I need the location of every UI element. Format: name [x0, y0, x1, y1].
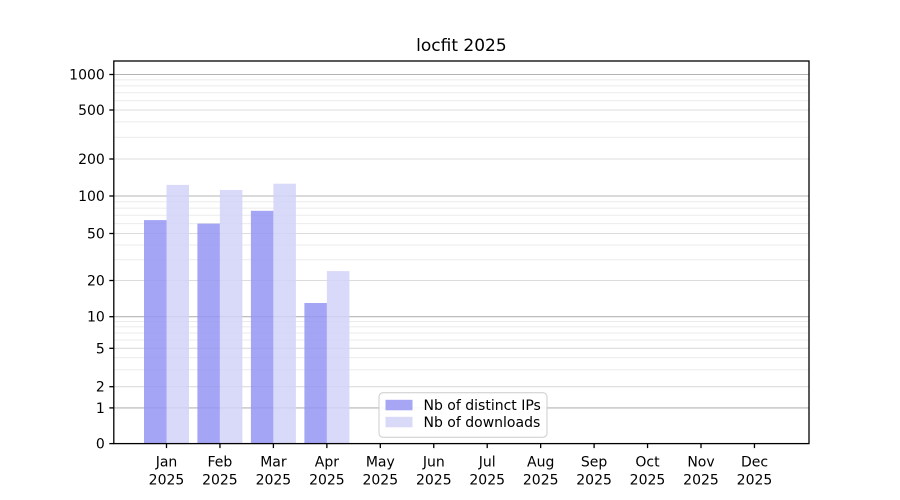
y-tick-label: 10 — [87, 310, 105, 326]
bar-distinct-ips-apr — [304, 303, 327, 444]
x-tick-label-year: 2025 — [149, 473, 185, 489]
legend-box — [378, 392, 548, 438]
bar-downloads-mar — [273, 183, 296, 444]
x-tick-label-month: Dec — [741, 455, 768, 471]
bar-downloads-feb — [219, 190, 243, 444]
x-tick-label-month: Jul — [478, 455, 496, 471]
x-tick-label-year: 2025 — [469, 473, 505, 489]
y-tick-label: 100 — [78, 189, 105, 205]
x-tick-label-month: May — [366, 455, 395, 471]
x-tick-label-year: 2025 — [576, 473, 612, 489]
y-tick-label: 200 — [78, 152, 105, 168]
x-tick-label-year: 2025 — [202, 473, 238, 489]
x-tick-label-year: 2025 — [630, 473, 666, 489]
y-tick-label: 2 — [96, 380, 105, 396]
x-tick-label-month: Nov — [687, 455, 714, 471]
x-tick-label-month: Feb — [208, 455, 233, 471]
legend-label-downloads: Nb of downloads — [424, 415, 541, 431]
x-tick-label-year: 2025 — [737, 473, 773, 489]
bar-downloads-jan — [166, 184, 189, 444]
x-tick-label-year: 2025 — [256, 473, 292, 489]
y-tick-label: 0 — [96, 437, 105, 453]
y-tick-label: 500 — [78, 103, 105, 119]
y-tick-label: 50 — [87, 227, 105, 243]
x-tick-label-year: 2025 — [416, 473, 452, 489]
legend-swatch-distinct-ips — [385, 399, 413, 411]
legend-label-distinct-ips: Nb of distinct IPs — [424, 398, 541, 414]
y-tick-label: 5 — [96, 341, 105, 357]
x-tick-label-month: Jan — [155, 455, 178, 471]
x-tick-label-month: Aug — [527, 455, 554, 471]
y-tick-label: 1 — [96, 401, 105, 417]
x-tick-label-year: 2025 — [683, 473, 719, 489]
x-tick-label-year: 2025 — [523, 473, 559, 489]
plot-border — [113, 60, 810, 445]
x-tick-label-month: Jun — [422, 455, 445, 471]
y-tick-label: 1000 — [69, 68, 105, 84]
bar-downloads-apr — [326, 271, 350, 444]
chart-title: locfit 2025 — [416, 36, 507, 56]
bar-distinct-ips-feb — [197, 223, 220, 444]
x-tick-label-month: Sep — [581, 455, 608, 471]
bar-distinct-ips-jan — [144, 220, 167, 444]
legend-swatch-downloads — [385, 416, 413, 428]
y-tick-label: 20 — [87, 274, 105, 290]
bar-distinct-ips-mar — [250, 210, 274, 444]
x-tick-label-month: Mar — [260, 455, 287, 471]
x-tick-label-year: 2025 — [309, 473, 345, 489]
x-tick-label-year: 2025 — [362, 473, 398, 489]
x-tick-label-month: Oct — [635, 455, 660, 471]
x-tick-label-month: Apr — [315, 455, 339, 471]
